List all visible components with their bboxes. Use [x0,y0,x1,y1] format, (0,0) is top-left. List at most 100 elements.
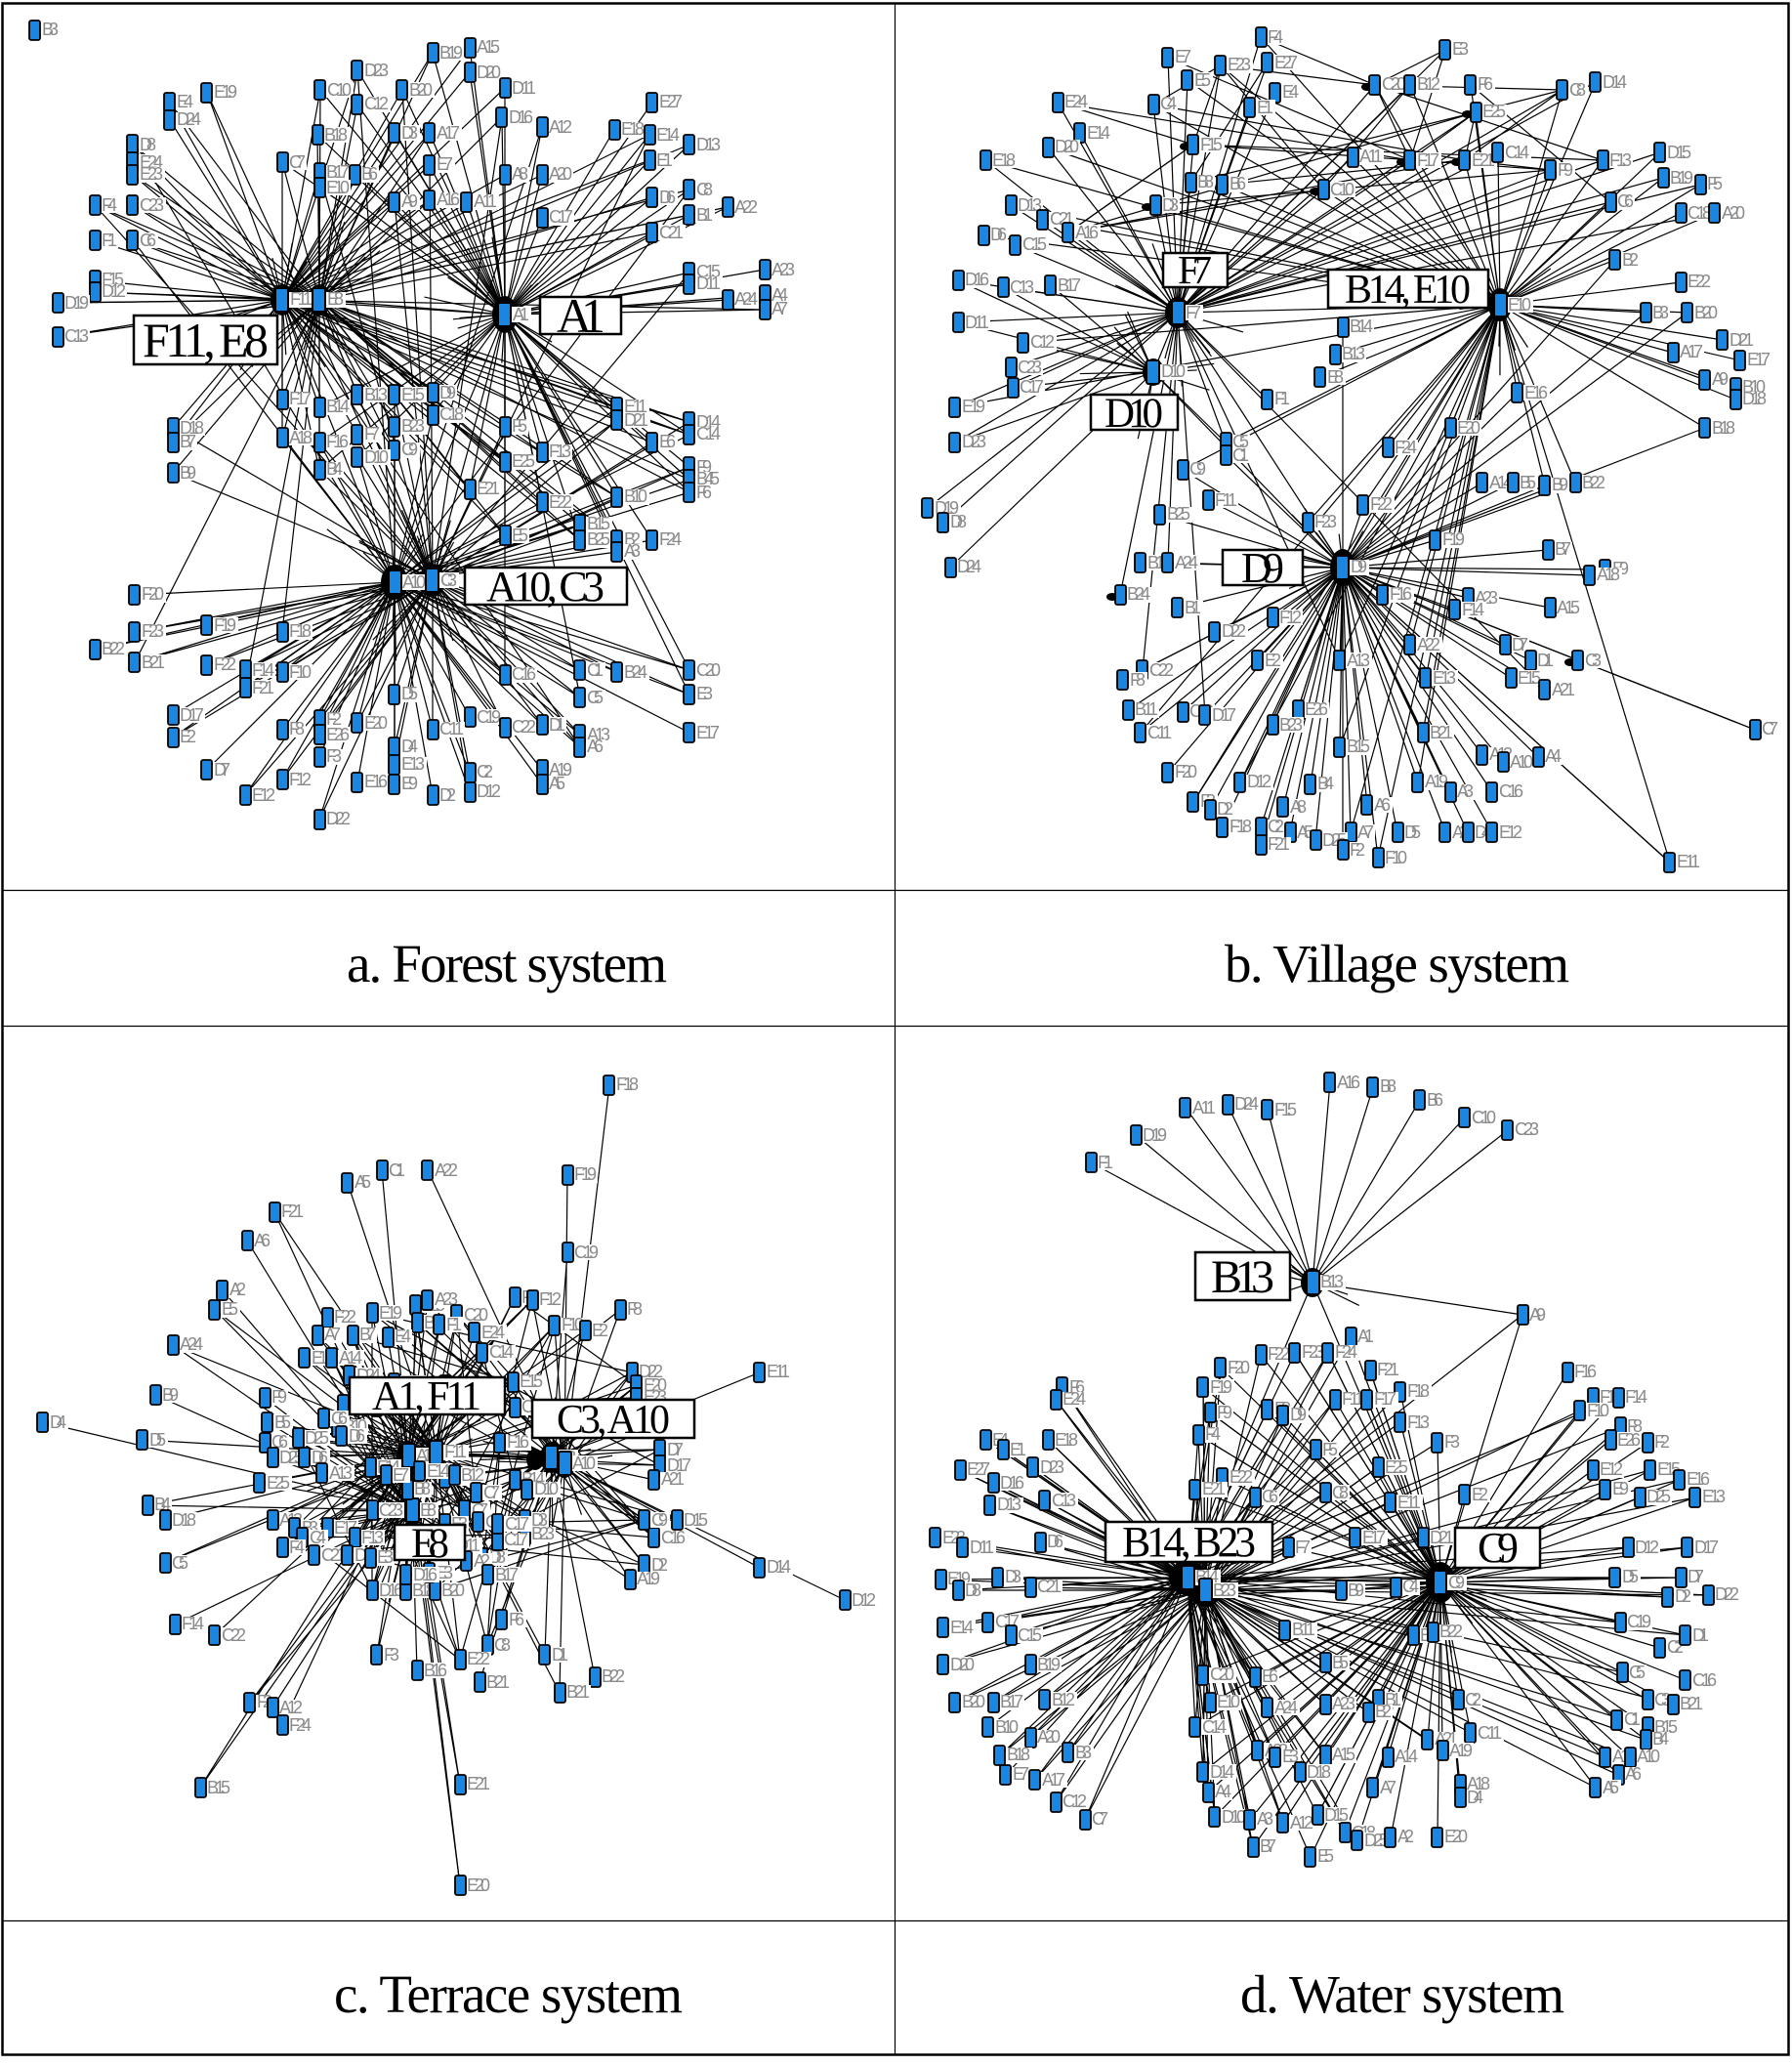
svg-text:C7: C7 [289,152,306,172]
svg-text:D4: D4 [401,737,418,756]
svg-text:F1: F1 [102,231,117,250]
svg-text:D2: D2 [1217,799,1233,819]
svg-text:E15: E15 [520,1371,543,1391]
svg-text:B7: B7 [1260,1836,1276,1856]
svg-text:B14: B14 [1350,316,1373,336]
svg-text:E5: E5 [1317,1846,1334,1866]
svg-text:C23: C23 [379,1500,403,1520]
svg-text:E7: E7 [393,1465,409,1485]
svg-text:C9: C9 [651,1510,668,1530]
svg-text:D16: D16 [1000,1473,1024,1493]
svg-text:E10: E10 [326,178,350,197]
svg-text:A12: A12 [279,1698,303,1717]
svg-text:B20: B20 [962,1692,985,1711]
svg-text:D9: D9 [1241,544,1284,592]
svg-text:F16: F16 [1574,1362,1597,1381]
svg-text:B13: B13 [1320,1272,1344,1291]
svg-text:E12: E12 [1600,1459,1623,1479]
svg-text:E13: E13 [401,754,425,774]
svg-text:F13: F13 [1407,1412,1430,1432]
svg-text:C16: C16 [661,1528,686,1547]
svg-text:E1: E1 [1010,1440,1026,1459]
svg-text:A21: A21 [1552,680,1575,699]
svg-text:B11: B11 [1292,1620,1315,1639]
svg-text:D14: D14 [1210,1762,1234,1782]
svg-text:E8: E8 [1327,367,1344,387]
svg-text:F10: F10 [1587,1401,1609,1420]
svg-text:E20: E20 [364,713,388,733]
svg-text:E2: E2 [1265,651,1281,670]
svg-text:D4: D4 [50,1412,66,1432]
svg-text:C6: C6 [331,1409,348,1428]
svg-text:B9: B9 [1552,475,1568,494]
svg-text:C5: C5 [172,1553,188,1573]
svg-text:F2: F2 [1350,840,1365,860]
svg-text:F4: F4 [289,1538,305,1557]
svg-text:E11: E11 [624,397,647,416]
svg-text:F21: F21 [1268,834,1290,854]
svg-text:D8: D8 [950,512,967,531]
svg-text:A16: A16 [437,190,460,209]
svg-text:A22: A22 [734,197,758,217]
svg-text:B19: B19 [1670,168,1693,188]
svg-text:E24: E24 [1063,1389,1086,1409]
svg-text:F11: F11 [444,1442,467,1461]
svg-text:E4: E4 [395,1327,411,1346]
svg-text:F2: F2 [326,709,342,729]
svg-text:C17: C17 [504,1530,528,1549]
svg-text:B7: B7 [180,432,196,451]
svg-text:A20: A20 [549,164,572,184]
svg-text:C9: C9 [1448,1573,1465,1592]
svg-text:B20: B20 [409,80,433,100]
svg-text:F4: F4 [1205,1424,1221,1444]
svg-text:D16: D16 [413,1565,438,1584]
svg-text:A5: A5 [1297,822,1313,842]
svg-text:A23: A23 [1332,1694,1355,1713]
svg-text:B18: B18 [324,125,348,145]
svg-text:F21: F21 [281,1201,304,1221]
svg-text:C20: C20 [696,660,721,680]
svg-text:F17: F17 [289,389,312,408]
svg-text:D5: D5 [149,1430,166,1450]
svg-text:E9: E9 [1612,1479,1629,1498]
svg-text:D18: D18 [172,1510,196,1530]
svg-text:D6: D6 [1047,1532,1063,1551]
svg-text:F11: F11 [290,289,313,309]
svg-text:B18: B18 [1712,418,1735,438]
svg-text:E22: E22 [467,1649,490,1668]
svg-text:F22: F22 [1268,1344,1290,1364]
svg-text:E14: E14 [1087,123,1110,143]
svg-text:E2: E2 [592,1321,608,1340]
svg-text:C12: C12 [1030,332,1055,352]
svg-text:A1: A1 [1357,1327,1374,1346]
svg-text:D10: D10 [534,1479,559,1498]
svg-text:F9: F9 [271,1387,287,1407]
svg-text:C8: C8 [1332,1483,1349,1502]
svg-text:B22: B22 [1582,473,1605,492]
svg-text:C21: C21 [1037,1577,1062,1596]
svg-text:D12: D12 [477,781,501,801]
svg-text:C7: C7 [1762,719,1778,738]
svg-text:B12: B12 [1417,74,1440,94]
svg-text:D8: D8 [965,1580,981,1600]
svg-text:E21: E21 [1202,1479,1226,1498]
svg-text:B21: B21 [142,653,165,672]
svg-text:A24: A24 [1274,1698,1298,1717]
svg-text:C18: C18 [439,404,464,424]
svg-text:B23: B23 [1213,1580,1236,1600]
svg-text:A17: A17 [437,123,460,143]
svg-text:D7: D7 [214,760,230,780]
svg-text:E17: E17 [696,723,720,742]
svg-text:F8: F8 [1627,1416,1643,1436]
svg-text:A22: A22 [1417,635,1440,654]
svg-text:B21: B21 [1430,723,1453,742]
svg-text:B3: B3 [1075,1743,1092,1762]
svg-text:D18: D18 [180,418,204,438]
svg-text:F24: F24 [659,529,682,549]
svg-text:F5: F5 [512,416,527,436]
svg-text:C9: C9 [1189,459,1206,479]
svg-text:F12: F12 [539,1289,562,1309]
svg-text:E1: E1 [312,1348,328,1368]
svg-text:C9: C9 [401,440,418,459]
svg-text:D11: D11 [970,1538,994,1557]
